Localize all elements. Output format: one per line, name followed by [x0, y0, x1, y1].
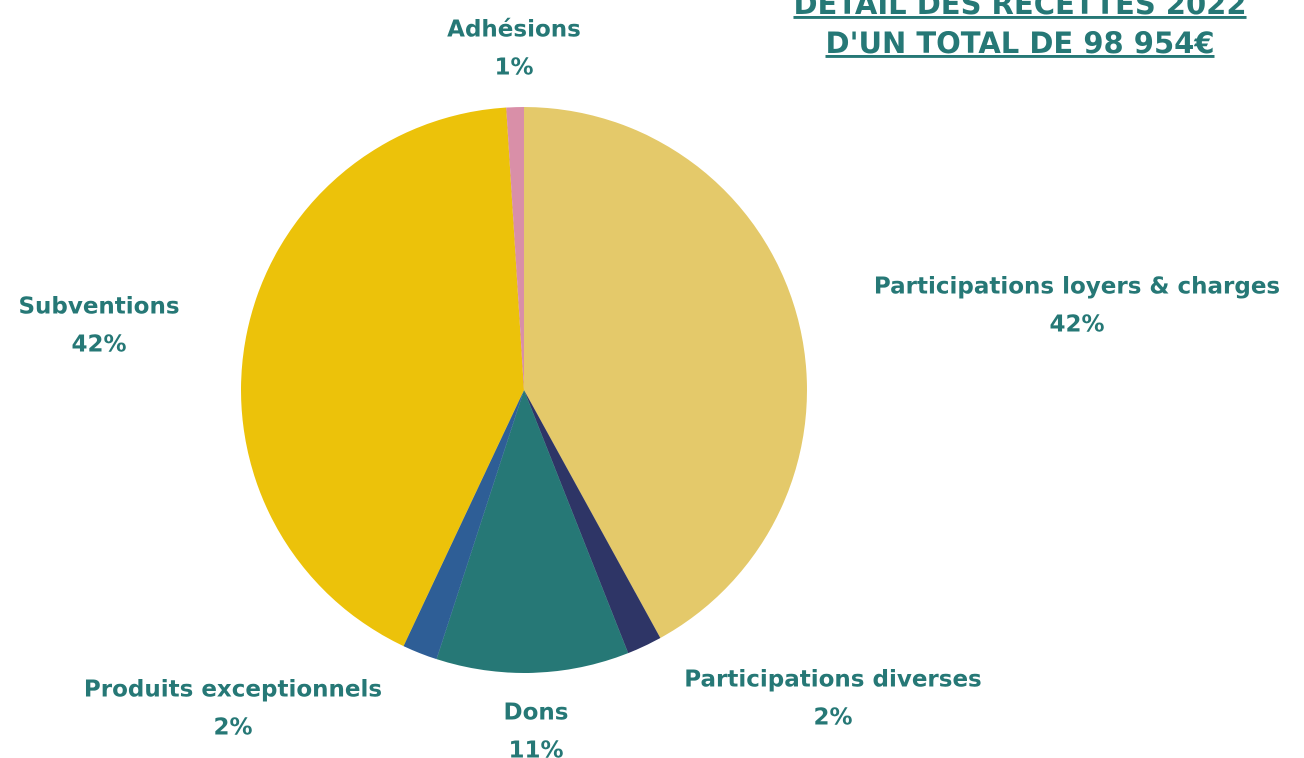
- slice-value-label: 42%: [71, 332, 126, 358]
- slice-value-label: 42%: [1049, 312, 1104, 338]
- pie-slice: [524, 107, 807, 638]
- chart-title: DÉTAIL DES RECETTES 2022: [793, 0, 1246, 21]
- slice-label: Subventions: [18, 294, 179, 320]
- slice-label: Produits exceptionnels: [84, 677, 382, 703]
- slice-value-label: 1%: [494, 55, 533, 81]
- pie-slice: [506, 107, 524, 390]
- pie-slice: [436, 390, 629, 673]
- pie-slice: [241, 107, 525, 647]
- pie-slice: [403, 390, 524, 660]
- chart-subtitle: D'UN TOTAL DE 98 954€: [826, 26, 1215, 60]
- slice-label: Dons: [504, 700, 569, 726]
- slice-value-label: 2%: [813, 705, 852, 731]
- slice-label: Participations loyers & charges: [874, 274, 1280, 300]
- pie-slice: [524, 390, 661, 654]
- slice-value-label: 11%: [508, 738, 563, 758]
- slice-label: Adhésions: [447, 17, 581, 43]
- slice-label: Participations diverses: [684, 667, 982, 693]
- slice-value-label: 2%: [213, 715, 252, 741]
